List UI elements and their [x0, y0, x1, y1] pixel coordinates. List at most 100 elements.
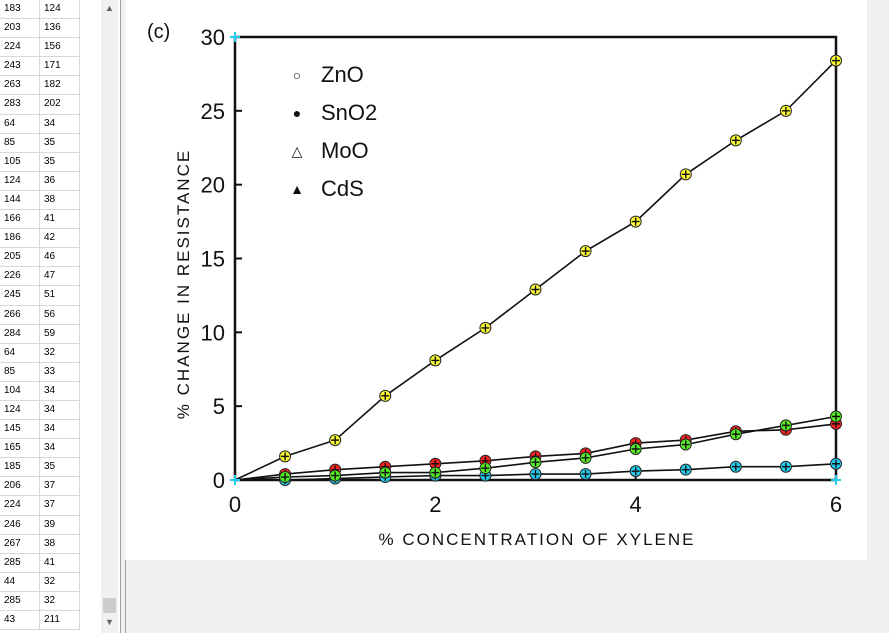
x-cell[interactable]: 267 — [0, 534, 40, 554]
table-row[interactable]: 104 34 — [0, 381, 80, 401]
y-cell[interactable]: 42 — [40, 229, 80, 249]
x-cell[interactable]: 145 — [0, 420, 40, 440]
x-cell[interactable]: 186 — [0, 229, 40, 249]
y-cell[interactable]: 124 — [40, 0, 80, 20]
x-cell[interactable]: 44 — [0, 572, 40, 592]
x-cell[interactable]: 226 — [0, 267, 40, 287]
table-row[interactable]: 64 32 — [0, 343, 80, 363]
chevron-up-icon[interactable]: ▲ — [105, 3, 114, 13]
x-cell[interactable]: 224 — [0, 496, 40, 516]
y-cell[interactable]: 41 — [40, 553, 80, 573]
y-cell[interactable]: 35 — [40, 458, 80, 478]
table-row[interactable]: 224 37 — [0, 496, 80, 516]
x-cell[interactable]: 104 — [0, 381, 40, 401]
y-cell[interactable]: 202 — [40, 95, 80, 115]
x-cell[interactable]: 285 — [0, 591, 40, 611]
table-row[interactable]: 183 124 — [0, 0, 80, 20]
y-cell[interactable]: 36 — [40, 171, 80, 191]
chart-image[interactable]: 0 5 10 15 20 25 30 0 2 4 6 (c) % CONCENTRATION OF XY… — [125, 0, 867, 560]
y-cell[interactable]: 35 — [40, 133, 80, 153]
x-cell[interactable]: 64 — [0, 343, 40, 363]
x-cell[interactable]: 105 — [0, 152, 40, 172]
y-cell[interactable]: 136 — [40, 19, 80, 39]
x-cell[interactable]: 266 — [0, 305, 40, 325]
table-row[interactable]: 266 56 — [0, 305, 80, 325]
y-cell[interactable]: 211 — [40, 611, 80, 631]
table-row[interactable]: 285 41 — [0, 553, 80, 573]
scrollbar-thumb[interactable] — [103, 598, 116, 613]
x-cell[interactable]: 85 — [0, 133, 40, 153]
table-row[interactable]: 246 39 — [0, 515, 80, 535]
y-cell[interactable]: 156 — [40, 38, 80, 58]
x-cell[interactable]: 283 — [0, 95, 40, 115]
y-cell[interactable]: 35 — [40, 152, 80, 172]
x-cell[interactable]: 165 — [0, 439, 40, 459]
x-cell[interactable]: 224 — [0, 38, 40, 58]
vertical-scrollbar[interactable]: ▲ ▼ — [101, 0, 118, 633]
table-row[interactable]: 284 59 — [0, 324, 80, 344]
table-row[interactable]: 245 51 — [0, 286, 80, 306]
table-row[interactable]: 44 32 — [0, 572, 80, 592]
table-row[interactable]: 85 35 — [0, 133, 80, 153]
x-cell[interactable]: 285 — [0, 553, 40, 573]
table-row[interactable]: 186 42 — [0, 229, 80, 249]
y-cell[interactable]: 32 — [40, 572, 80, 592]
table-row[interactable]: 144 38 — [0, 190, 80, 211]
y-cell[interactable]: 32 — [40, 343, 80, 363]
table-row[interactable]: 285 32 — [0, 591, 80, 611]
y-cell[interactable]: 59 — [40, 324, 80, 344]
x-cell[interactable]: 85 — [0, 362, 40, 382]
y-cell[interactable]: 47 — [40, 267, 80, 287]
y-cell[interactable]: 56 — [40, 305, 80, 325]
table-row[interactable]: 105 35 — [0, 152, 80, 172]
y-cell[interactable]: 51 — [40, 286, 80, 306]
table-row[interactable]: 226 47 — [0, 267, 80, 287]
y-cell[interactable]: 37 — [40, 477, 80, 497]
table-row[interactable]: 283 202 — [0, 95, 80, 115]
x-cell[interactable]: 43 — [0, 611, 40, 631]
x-cell[interactable]: 205 — [0, 248, 40, 268]
y-cell[interactable]: 38 — [40, 190, 80, 211]
x-cell[interactable]: 124 — [0, 171, 40, 191]
y-cell[interactable]: 34 — [40, 439, 80, 459]
x-cell[interactable]: 185 — [0, 458, 40, 478]
table-row[interactable]: 206 37 — [0, 477, 80, 497]
x-cell[interactable]: 124 — [0, 400, 40, 421]
y-cell[interactable]: 32 — [40, 591, 80, 611]
chevron-down-icon[interactable]: ▼ — [105, 617, 114, 627]
x-cell[interactable]: 166 — [0, 210, 40, 230]
table-row[interactable]: 166 41 — [0, 210, 80, 230]
y-cell[interactable]: 34 — [40, 400, 80, 421]
x-cell[interactable]: 245 — [0, 286, 40, 306]
x-cell[interactable]: 246 — [0, 515, 40, 535]
x-cell[interactable]: 263 — [0, 76, 40, 96]
table-row[interactable]: 64 34 — [0, 114, 80, 134]
x-cell[interactable]: 183 — [0, 0, 40, 20]
y-cell[interactable]: 34 — [40, 114, 80, 134]
y-cell[interactable]: 171 — [40, 57, 80, 77]
x-cell[interactable]: 284 — [0, 324, 40, 344]
table-row[interactable]: 124 34 — [0, 400, 80, 421]
table-row[interactable]: 267 38 — [0, 534, 80, 554]
y-cell[interactable]: 33 — [40, 362, 80, 382]
y-cell[interactable]: 182 — [40, 76, 80, 96]
table-row[interactable]: 263 182 — [0, 76, 80, 96]
y-cell[interactable]: 38 — [40, 534, 80, 554]
table-row[interactable]: 165 34 — [0, 439, 80, 459]
table-row[interactable]: 205 46 — [0, 248, 80, 268]
x-cell[interactable]: 64 — [0, 114, 40, 134]
x-cell[interactable]: 144 — [0, 190, 40, 211]
x-cell[interactable]: 206 — [0, 477, 40, 497]
table-row[interactable]: 85 33 — [0, 362, 80, 382]
x-cell[interactable]: 243 — [0, 57, 40, 77]
y-cell[interactable]: 41 — [40, 210, 80, 230]
table-row[interactable]: 203 136 — [0, 19, 80, 39]
y-cell[interactable]: 46 — [40, 248, 80, 268]
y-cell[interactable]: 37 — [40, 496, 80, 516]
y-cell[interactable]: 34 — [40, 381, 80, 401]
table-row[interactable]: 185 35 — [0, 458, 80, 478]
y-cell[interactable]: 34 — [40, 420, 80, 440]
table-row[interactable]: 145 34 — [0, 420, 80, 440]
y-cell[interactable]: 39 — [40, 515, 80, 535]
table-row[interactable]: 43 211 — [0, 611, 80, 631]
